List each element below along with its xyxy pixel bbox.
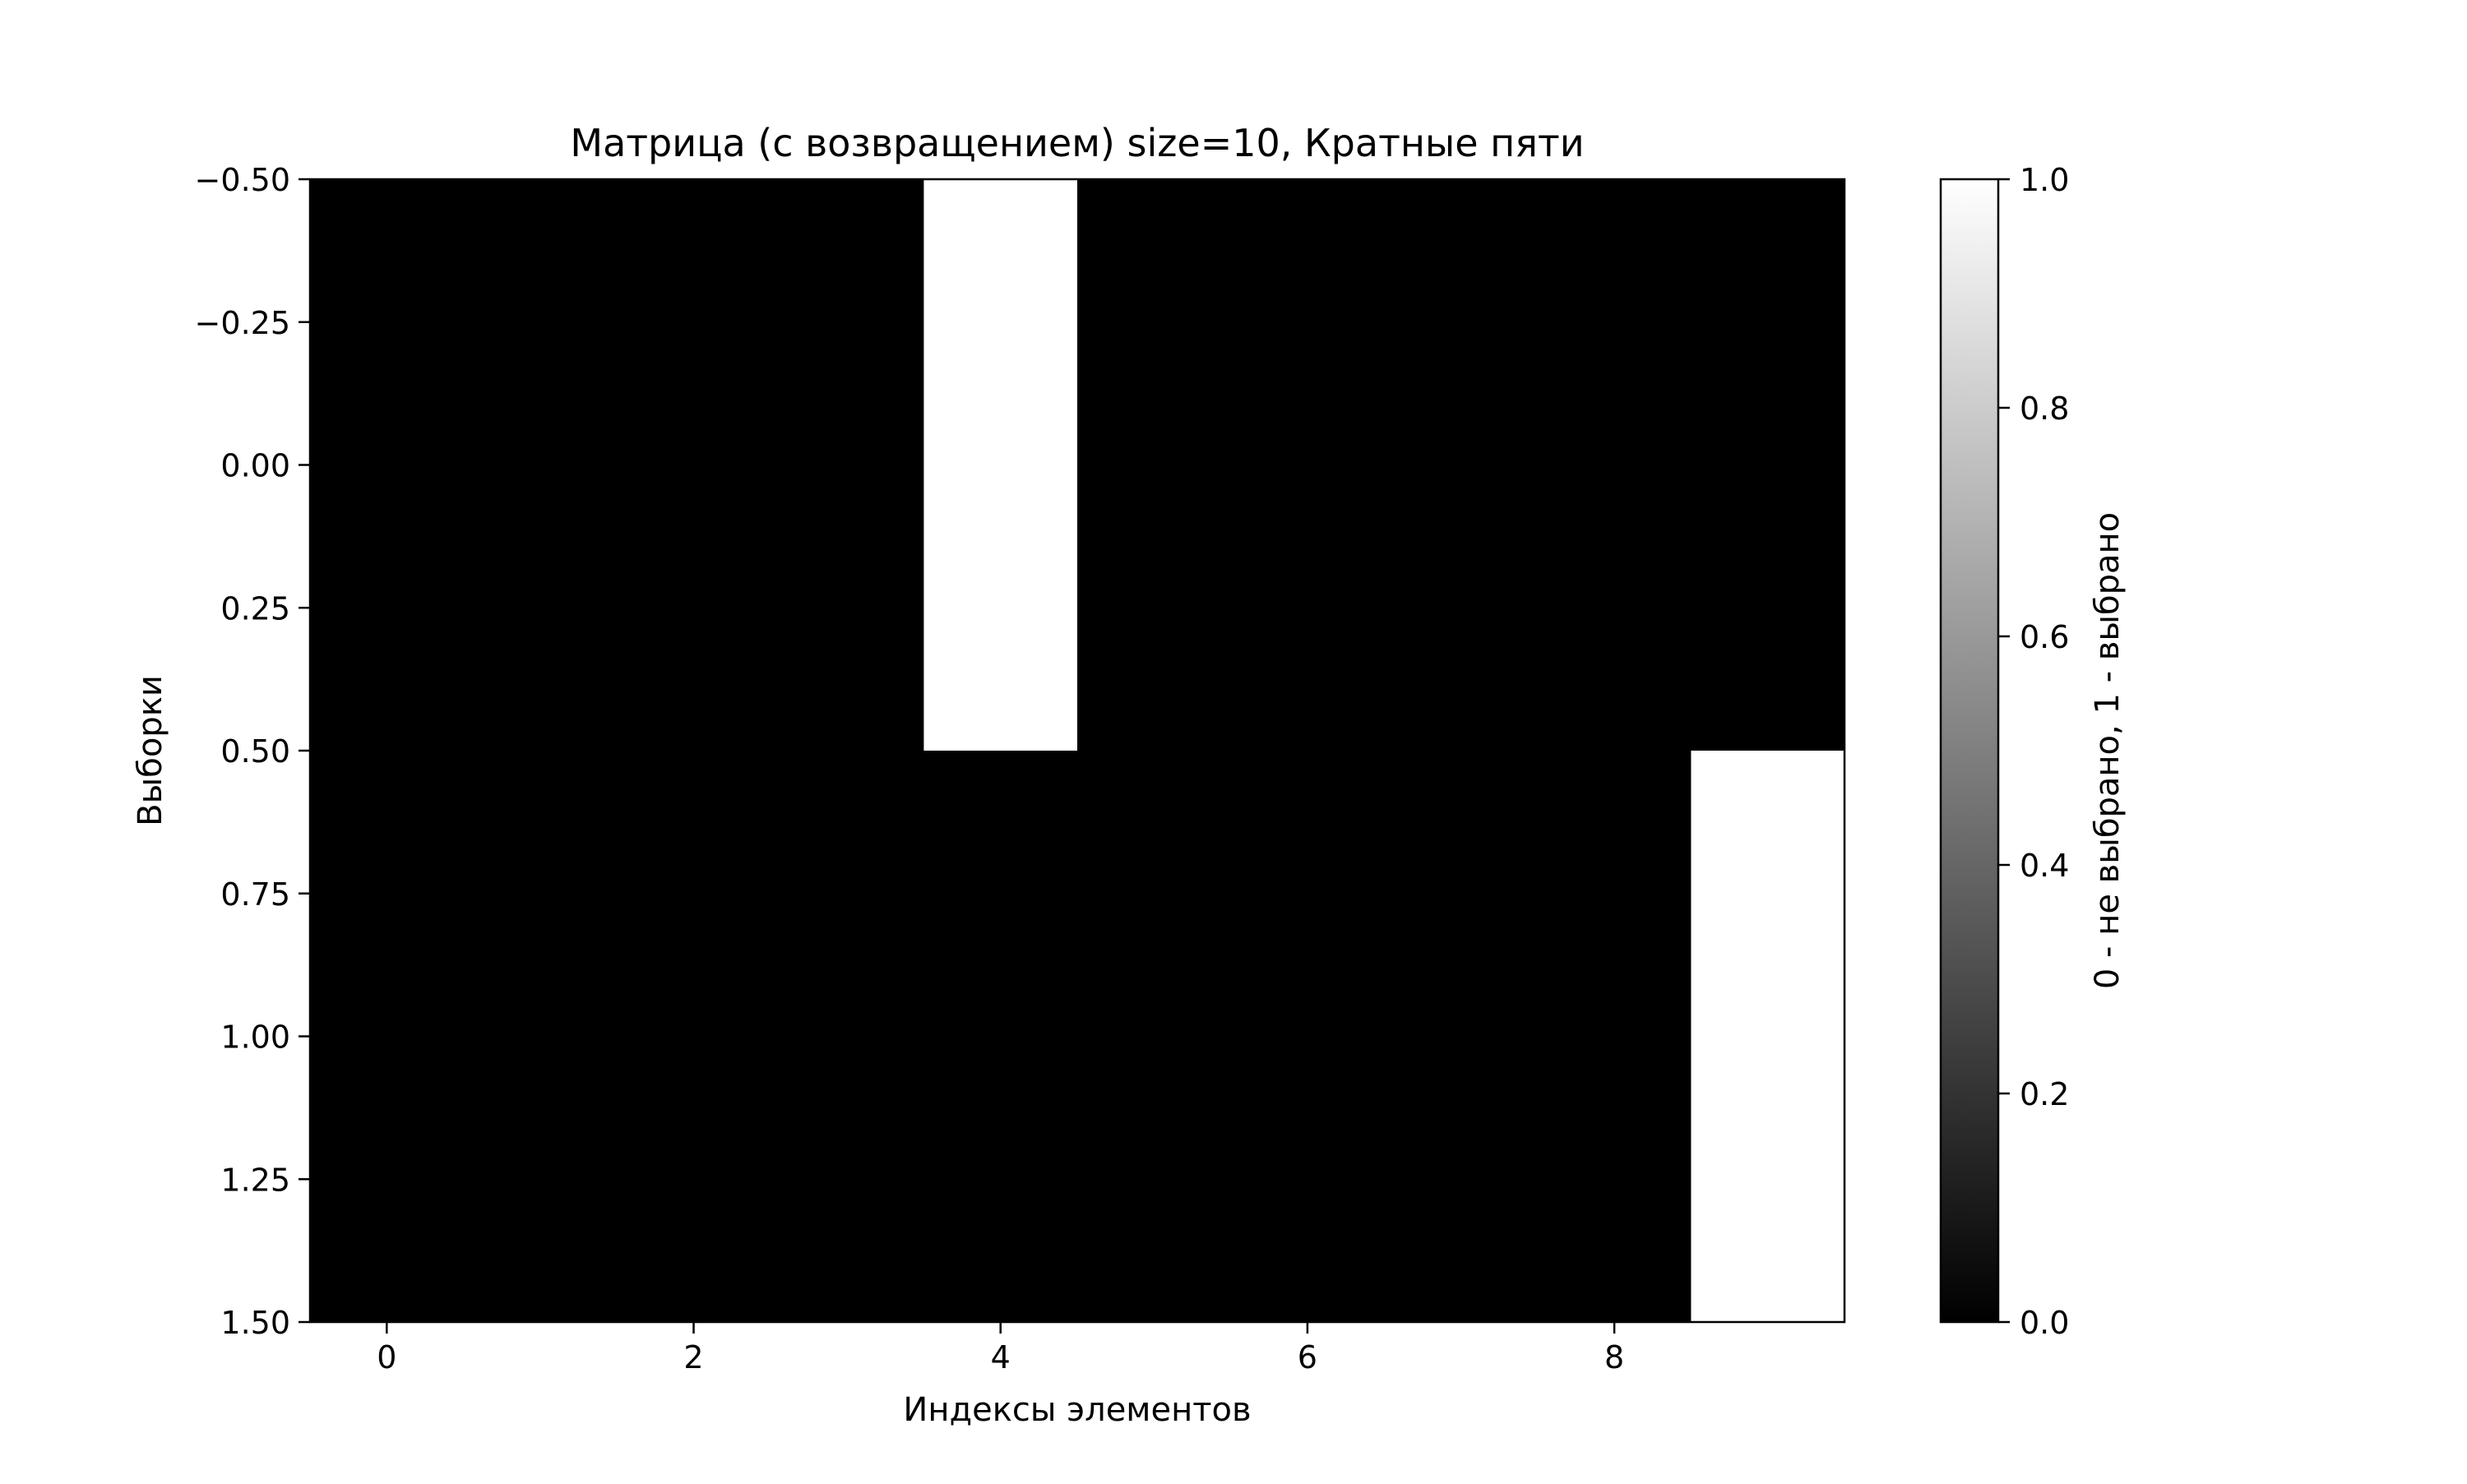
y-tick-label: 1.25: [220, 1162, 290, 1198]
heatmap-cell: [770, 751, 924, 1323]
x-tick-label: 4: [991, 1339, 1011, 1375]
y-tick-label: 1.00: [220, 1019, 290, 1056]
heatmap-cell: [1230, 179, 1385, 751]
colorbar-frame: [1939, 178, 2000, 1324]
heatmap-cell: [1537, 751, 1692, 1323]
heatmap-cell: [617, 179, 771, 751]
y-tick-label: −0.25: [195, 305, 290, 341]
x-axis-ticks: 0 2 4 6 8: [377, 1322, 1624, 1375]
heatmap-cell: [1691, 179, 1845, 751]
heatmap-cell: [1384, 179, 1539, 751]
heatmap-cells: [310, 179, 1845, 1323]
y-tick-label: −0.50: [195, 162, 290, 198]
heatmap-cell: [1537, 179, 1692, 751]
heatmap-cell: [1077, 751, 1232, 1323]
y-tick-label: 0.50: [220, 733, 290, 770]
x-axis-label: Индексы элементов: [903, 1391, 1251, 1429]
colorbar-ticks: 0.0 0.2 0.4 0.6 0.8 1.0: [1998, 162, 2069, 1341]
colorbar-tick-label: 0.6: [2020, 619, 2069, 655]
heatmap-cell: [770, 179, 924, 751]
x-tick-label: 0: [377, 1339, 396, 1375]
y-axis-ticks: −0.50 −0.25 0.00 0.25 0.50 0.75 1.00 1.25 1.50: [195, 162, 310, 1341]
x-tick-label: 6: [1298, 1339, 1317, 1375]
colorbar-tick-label: 0.8: [2020, 391, 2069, 427]
colorbar-label: 0 - не выбрано, 1 - выбрано: [2089, 512, 2127, 989]
colorbar-gradient: [1941, 179, 1998, 1322]
heatmap-cell: [310, 179, 465, 751]
heatmap-cell: [1691, 751, 1845, 1323]
heatmap-cell: [1077, 179, 1232, 751]
y-tick-label: 0.75: [220, 876, 290, 913]
colorbar-tick-label: 1.0: [2020, 162, 2069, 198]
heatmap-cell: [463, 179, 618, 751]
heatmap-cell: [463, 751, 618, 1323]
heatmap-cell: [923, 179, 1078, 751]
colorbar-tick-label: 0.4: [2020, 848, 2069, 884]
y-tick-label: 0.00: [220, 448, 290, 484]
y-axis-label: Выборки: [132, 675, 169, 826]
x-tick-label: 2: [683, 1339, 703, 1375]
colorbar-tick-label: 0.0: [2020, 1305, 2069, 1341]
y-tick-label: 1.50: [220, 1305, 290, 1341]
colorbar-tick-label: 0.2: [2020, 1076, 2069, 1112]
y-tick-label: 0.25: [220, 590, 290, 626]
x-tick-label: 8: [1604, 1339, 1624, 1375]
chart-title: Матрица (с возвращением) size=10, Кратны…: [570, 121, 1584, 165]
heatmap-cell: [617, 751, 771, 1323]
heatmap-cell: [310, 751, 465, 1323]
heatmap-cell: [923, 751, 1078, 1323]
heatmap-cell: [1230, 751, 1385, 1323]
heatmap-cell: [1384, 751, 1539, 1323]
